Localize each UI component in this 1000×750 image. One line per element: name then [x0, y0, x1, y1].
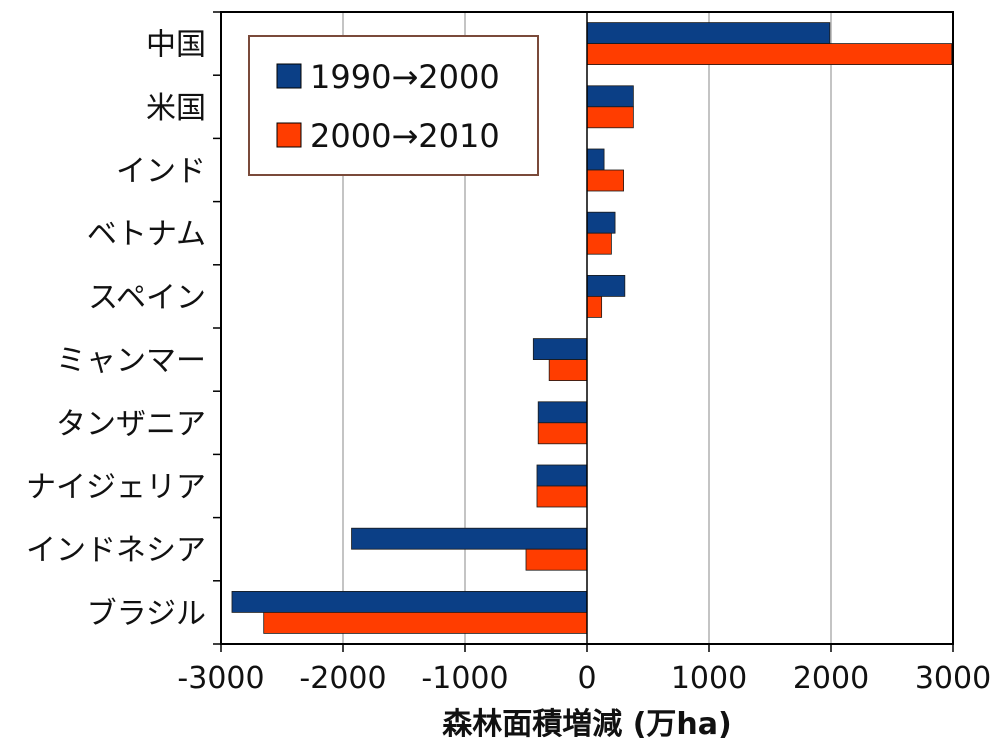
bar-2000-2010 — [537, 422, 588, 445]
bar-2000-2010 — [548, 359, 588, 382]
y-axis-ticks — [213, 11, 221, 645]
x-tick-label: 0 — [577, 661, 596, 696]
category-label: ベトナム — [87, 217, 206, 252]
legend-label-2000-2010: 2000→2010 — [310, 117, 500, 155]
legend-label-1990-2000: 1990→2000 — [310, 58, 500, 96]
legend-swatch-1990-2000 — [276, 63, 302, 89]
legend-swatch-2000-2010 — [276, 122, 302, 148]
bar-1990-2000 — [536, 464, 588, 487]
x-tick-label: 3000 — [915, 661, 991, 696]
x-tick-label: -3000 — [177, 661, 264, 696]
category-labels: 中国米国インドベトナムスペインミャンマータンザニアナイジェリアインドネシアブラジ… — [26, 28, 206, 632]
x-axis-ticks — [220, 644, 954, 652]
bar-2000-2010 — [525, 548, 588, 571]
bar-2000-2010 — [263, 612, 588, 634]
legend-box — [248, 35, 539, 176]
category-label: インド — [116, 154, 206, 189]
category-label: 中国 — [146, 28, 206, 63]
bar-1990-2000 — [586, 85, 634, 108]
bar-2000-2010 — [586, 295, 603, 318]
bar-1990-2000 — [586, 274, 626, 297]
bar-1990-2000 — [231, 591, 588, 613]
bar-2000-2010 — [586, 232, 612, 255]
x-tick-labels: -3000 -2000 -1000 0 1000 2000 3000 — [177, 661, 991, 696]
bar-2000-2010 — [536, 485, 588, 508]
x-tick-label: -2000 — [299, 661, 386, 696]
bar-1990-2000 — [586, 22, 831, 45]
bar-1990-2000 — [532, 338, 588, 361]
category-label: ミャンマー — [56, 344, 206, 379]
bar-2000-2010 — [586, 169, 624, 192]
x-tick-label: 2000 — [793, 661, 869, 696]
bars — [231, 22, 953, 634]
bar-1990-2000 — [537, 401, 588, 424]
x-axis-title: 森林面積増減 (万ha) — [442, 707, 731, 742]
category-label: インドネシア — [26, 533, 206, 568]
x-tick-label: -1000 — [421, 661, 508, 696]
category-label: タンザニア — [56, 407, 206, 442]
category-label: ブラジル — [87, 596, 206, 631]
bar-2000-2010 — [586, 43, 953, 65]
bar-2000-2010 — [586, 106, 634, 129]
category-label: スペイン — [88, 280, 206, 315]
legend: 1990→2000 2000→2010 — [248, 35, 539, 176]
category-label: ナイジェリア — [26, 470, 206, 505]
category-label: 米国 — [146, 91, 206, 126]
bar-1990-2000 — [586, 148, 605, 171]
x-tick-label: 1000 — [671, 661, 747, 696]
bar-1990-2000 — [586, 211, 616, 234]
bar-1990-2000 — [351, 527, 588, 550]
